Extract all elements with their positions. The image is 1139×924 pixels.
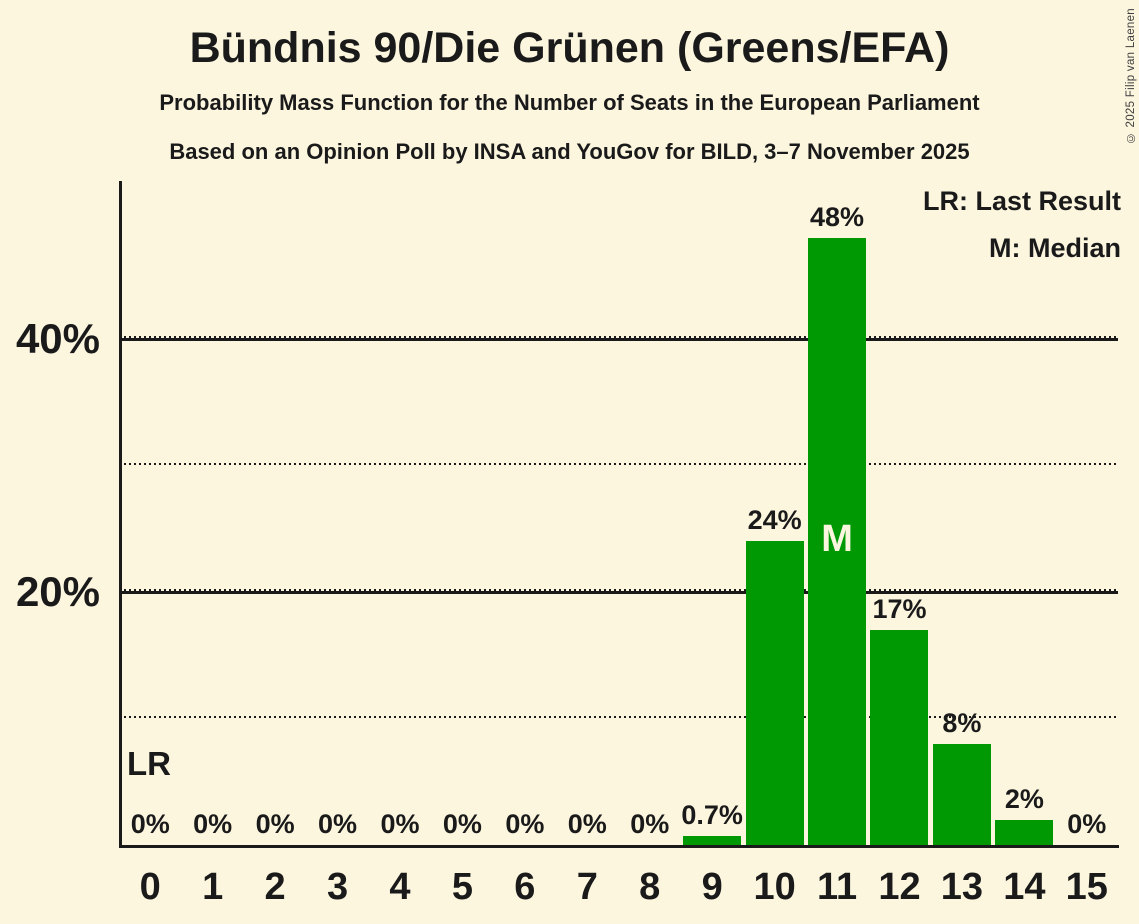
bar-value-label-seat-12: 17% [872, 593, 927, 624]
bar-value-label-seat-2: 0% [255, 809, 295, 839]
gridline-dotted-40 [119, 336, 1118, 338]
x-tick-10: 10 [753, 866, 796, 908]
x-tick-11: 11 [816, 866, 858, 908]
x-tick-2: 2 [264, 866, 286, 908]
bar-value-label-seat-9: 0.7% [681, 800, 743, 831]
bar-seat-12 [870, 629, 929, 845]
chart-title: Bündnis 90/Die Grünen (Greens/EFA) [189, 24, 950, 72]
x-tick-3: 3 [326, 866, 349, 908]
bar-seat-11 [808, 237, 867, 845]
bar-seat-10 [745, 541, 804, 845]
legend-last-result: LR: Last Result [922, 186, 1121, 216]
bar-value-label-seat-14: 2% [1004, 783, 1044, 814]
x-axis-line [119, 845, 1119, 848]
bar-seat-9 [683, 836, 742, 845]
bar-value-label-seat-4: 0% [380, 809, 420, 839]
gridline-dotted-30 [119, 462, 1118, 465]
chart-subtitle: Probability Mass Function for the Number… [159, 90, 980, 115]
bar-value-label-seat-10: 24% [747, 505, 802, 536]
bar-value-label-seat-0: 0% [130, 809, 170, 839]
last-result-annotation: LR [127, 745, 171, 782]
x-tick-6: 6 [514, 866, 536, 908]
x-tick-13: 13 [940, 866, 984, 908]
bar-value-label-seat-6: 0% [505, 809, 545, 839]
x-tick-1: 1 [202, 866, 224, 908]
bar-value-label-seat-3: 0% [318, 809, 358, 839]
bar-value-label-seat-1: 0% [193, 809, 233, 839]
x-tick-8: 8 [639, 866, 661, 908]
legend-median: M: Median [989, 233, 1121, 263]
gridline-solid-20 [119, 591, 1118, 594]
chart-source-line: Based on an Opinion Poll by INSA and You… [169, 139, 970, 164]
x-tick-5: 5 [451, 866, 473, 908]
gridline-dotted-10 [119, 715, 1118, 718]
bar-value-label-seat-7: 0% [567, 809, 607, 839]
y-axis-line [119, 181, 122, 848]
x-tick-15: 15 [1065, 866, 1108, 908]
gridline-dotted-20 [119, 589, 1118, 591]
gridline-solid-40 [119, 338, 1118, 341]
median-annotation: M [821, 518, 853, 561]
x-tick-4: 4 [389, 866, 411, 908]
bar-value-label-seat-8: 0% [630, 809, 670, 839]
y-tick-20: 20% [15, 568, 100, 615]
y-tick-40: 40% [15, 315, 100, 362]
bar-value-label-seat-11: 48% [810, 201, 865, 232]
plot-area: LR 0% 0% 0% 0% 0% 0% 0% 0% 0% 0.7% 24% 48% 17% 8% 2% 0%… [119, 181, 1118, 845]
bar-value-label-seat-15: 0% [1067, 809, 1107, 839]
bar-seat-13 [932, 743, 991, 845]
x-tick-12: 12 [878, 866, 921, 908]
x-tick-9: 9 [701, 866, 723, 908]
copyright-notice: © 2025 Filip van Laenen [1125, 8, 1137, 144]
x-tick-14: 14 [1003, 866, 1046, 908]
bar-seat-14 [995, 819, 1054, 845]
x-tick-0: 0 [139, 866, 161, 908]
bar-value-label-seat-13: 8% [942, 707, 982, 738]
bar-value-label-seat-5: 0% [442, 809, 482, 839]
x-tick-7: 7 [576, 866, 598, 908]
